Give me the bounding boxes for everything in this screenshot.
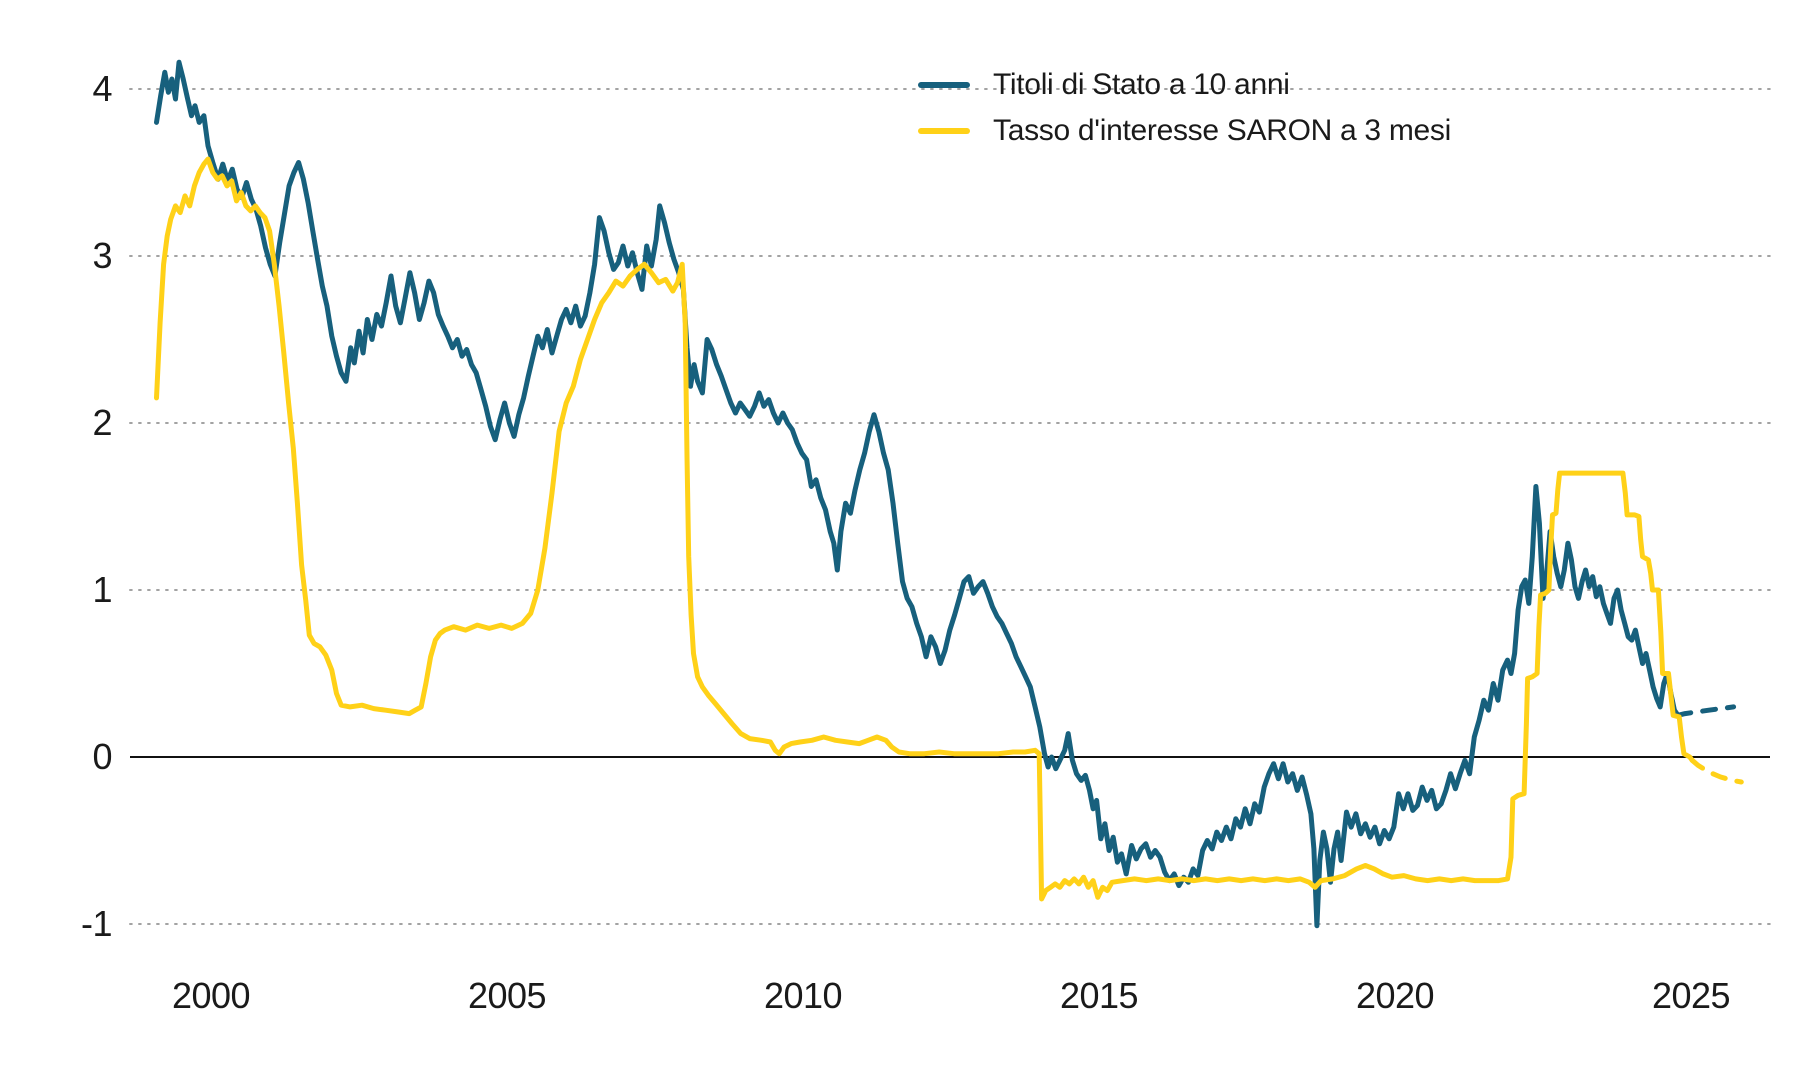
y-axis-tick-label: 0	[92, 736, 112, 777]
y-axis-tick-label: -1	[81, 903, 112, 944]
legend-item-bond10y: Titoli di Stato a 10 anni	[918, 68, 1451, 101]
x-axis-tick-label: 2020	[1356, 975, 1434, 1016]
x-axis-tick-label: 2000	[172, 975, 250, 1016]
legend-item-saron3m: Tasso d'interesse SARON a 3 mesi	[918, 114, 1451, 147]
legend-label-bond10y: Titoli di Stato a 10 anni	[993, 68, 1290, 101]
chart-legend: Titoli di Stato a 10 anni Tasso d'intere…	[918, 68, 1451, 147]
series-line-tasso-d-interesse-saron-a-3-mesi	[154, 156, 1695, 902]
x-axis-tick-label: 2015	[1060, 975, 1138, 1016]
bond10y-line-swatch	[918, 81, 970, 88]
legend-label-saron3m: Tasso d'interesse SARON a 3 mesi	[993, 114, 1451, 147]
saron3m-line-swatch	[918, 127, 970, 134]
y-axis-tick-label: 4	[92, 68, 112, 109]
series-forecast-line-titoli-di-stato-a-10-anni	[1675, 704, 1737, 718]
series-line-titoli-di-stato-a-10-anni	[154, 59, 1681, 929]
y-axis-tick-label: 2	[92, 402, 112, 443]
x-axis-tick-label: 2025	[1652, 975, 1730, 1016]
x-axis-tick-label: 2005	[468, 975, 546, 1016]
y-axis-tick-label: 3	[92, 235, 112, 276]
series-forecast-line-tasso-d-interesse-saron-a-3-mesi	[1689, 757, 1744, 785]
y-axis-tick-label: 1	[92, 569, 112, 610]
x-axis-tick-label: 2010	[764, 975, 842, 1016]
